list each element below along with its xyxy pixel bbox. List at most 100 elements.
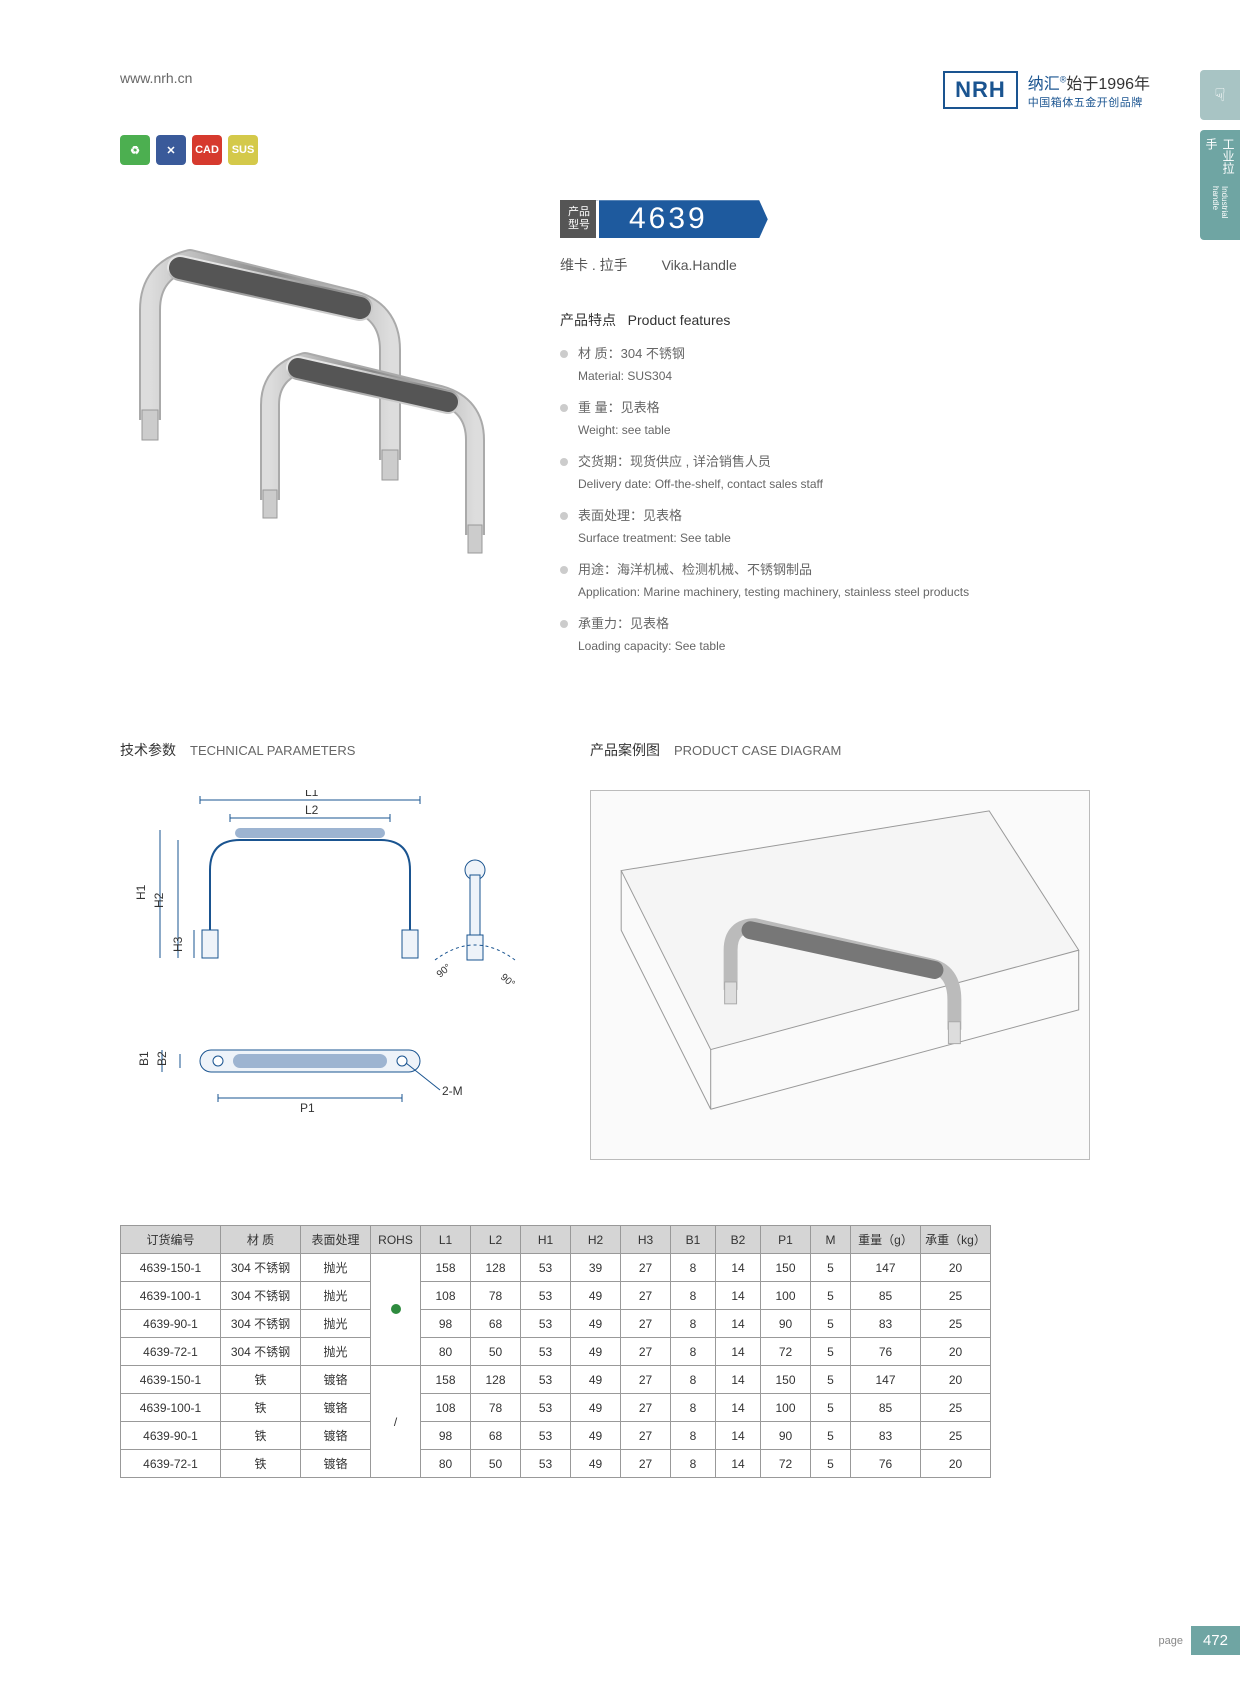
- table-cell: 53: [521, 1282, 571, 1310]
- table-cell: 76: [851, 1450, 921, 1478]
- cert-icon: ✕: [156, 135, 186, 165]
- brand-sub: 中国箱体五金开创品牌: [1028, 94, 1150, 110]
- table-header: H1: [521, 1226, 571, 1254]
- table-cell: 100: [761, 1394, 811, 1422]
- table-cell: 53: [521, 1338, 571, 1366]
- model-block: 产品型号 4639: [560, 200, 768, 238]
- table-cell: 镀铬: [301, 1366, 371, 1394]
- table-cell: 8: [671, 1254, 716, 1282]
- table-cell: 14: [716, 1254, 761, 1282]
- table-cell: 4639-100-1: [121, 1394, 221, 1422]
- table-cell: 20: [921, 1450, 991, 1478]
- table-cell: 78: [471, 1282, 521, 1310]
- table-cell: 27: [621, 1450, 671, 1478]
- feature-text: 承重力：见表格Loading capacity: See table: [578, 614, 725, 656]
- table-cell: 5: [811, 1282, 851, 1310]
- table-row: 4639-90-1304 不锈钢抛光98685349278149058325: [121, 1310, 991, 1338]
- table-header: 重量（g）: [851, 1226, 921, 1254]
- website-url: www.nrh.cn: [120, 70, 192, 86]
- table-header: B1: [671, 1226, 716, 1254]
- table-cell: 铁: [221, 1450, 301, 1478]
- table-header: 承重（kg）: [921, 1226, 991, 1254]
- feature-text: 材 质：304 不锈钢Material: SUS304: [578, 344, 685, 386]
- table-cell: 25: [921, 1422, 991, 1450]
- product-name-en: Vika.Handle: [662, 257, 737, 273]
- table-row: 4639-150-1304 不锈钢抛光158128533927814150514…: [121, 1254, 991, 1282]
- features-title: 产品特点 Product features: [560, 310, 1150, 330]
- table-row: 4639-100-1304 不锈钢抛光108785349278141005852…: [121, 1282, 991, 1310]
- rohs-cell: [371, 1254, 421, 1366]
- bullet-icon: [560, 566, 568, 574]
- svg-text:L1: L1: [305, 790, 319, 799]
- svg-text:H3: H3: [171, 936, 185, 952]
- page-header: www.nrh.cn NRH 纳汇®始于1996年 中国箱体五金开创品牌: [120, 70, 1150, 110]
- side-tab-en: Industrial handle: [1211, 186, 1229, 240]
- table-cell: 镀铬: [301, 1422, 371, 1450]
- table-cell: 5: [811, 1366, 851, 1394]
- features-title-en: Product features: [628, 312, 731, 328]
- page-label: page: [1158, 1635, 1182, 1647]
- bullet-icon: [560, 404, 568, 412]
- table-cell: 53: [521, 1310, 571, 1338]
- table-cell: 5: [811, 1338, 851, 1366]
- table-cell: 14: [716, 1450, 761, 1478]
- table-cell: 铁: [221, 1394, 301, 1422]
- bullet-icon: [560, 512, 568, 520]
- logo-block: NRH 纳汇®始于1996年 中国箱体五金开创品牌: [943, 70, 1150, 110]
- table-header: H2: [571, 1226, 621, 1254]
- table-cell: 14: [716, 1310, 761, 1338]
- table-cell: 抛光: [301, 1282, 371, 1310]
- cert-icon: ♻: [120, 135, 150, 165]
- logo-top-line: 纳汇®始于1996年: [1028, 70, 1150, 94]
- table-row: 4639-150-1铁镀铬/158128534927814150514720: [121, 1366, 991, 1394]
- svg-text:90°: 90°: [435, 962, 454, 980]
- feature-item: 承重力：见表格Loading capacity: See table: [560, 614, 1150, 656]
- cert-icon: SUS: [228, 135, 258, 165]
- svg-text:B2: B2: [155, 1051, 169, 1066]
- feature-item: 交货期：现货供应 , 详洽销售人员Delivery date: Off-the-…: [560, 452, 1150, 494]
- table-cell: 14: [716, 1366, 761, 1394]
- table-cell: 108: [421, 1282, 471, 1310]
- bullet-icon: [560, 458, 568, 466]
- table-cell: 53: [521, 1394, 571, 1422]
- table-cell: 镀铬: [301, 1450, 371, 1478]
- table-cell: 抛光: [301, 1254, 371, 1282]
- table-cell: 100: [761, 1282, 811, 1310]
- feature-item: 表面处理：见表格Surface treatment: See table: [560, 506, 1150, 548]
- table-header: 材 质: [221, 1226, 301, 1254]
- tech-cn: 技术参数: [120, 740, 176, 760]
- table-header: H3: [621, 1226, 671, 1254]
- table-cell: 27: [621, 1282, 671, 1310]
- table-header: M: [811, 1226, 851, 1254]
- table-cell: 150: [761, 1366, 811, 1394]
- brand-cn: 纳汇: [1028, 76, 1060, 93]
- table-cell: 25: [921, 1282, 991, 1310]
- rohs-cell: /: [371, 1366, 421, 1478]
- table-cell: 53: [521, 1450, 571, 1478]
- features-title-cn: 产品特点: [560, 312, 616, 328]
- table-cell: 98: [421, 1310, 471, 1338]
- table-header: 订货编号: [121, 1226, 221, 1254]
- table-cell: 抛光: [301, 1310, 371, 1338]
- table-header: 表面处理: [301, 1226, 371, 1254]
- table-cell: 304 不锈钢: [221, 1254, 301, 1282]
- feature-item: 重 量：见表格Weight: see table: [560, 398, 1150, 440]
- table-cell: 72: [761, 1450, 811, 1478]
- table-cell: 128: [471, 1254, 521, 1282]
- side-tab: 工业拉手 Industrial handle: [1200, 130, 1240, 240]
- table-cell: 4639-90-1: [121, 1310, 221, 1338]
- table-cell: 158: [421, 1366, 471, 1394]
- table-cell: 49: [571, 1394, 621, 1422]
- table-cell: 14: [716, 1282, 761, 1310]
- table-cell: 50: [471, 1338, 521, 1366]
- table-cell: 镀铬: [301, 1394, 371, 1422]
- bullet-icon: [560, 620, 568, 628]
- table-row: 4639-72-1铁镀铬80505349278147257620: [121, 1450, 991, 1478]
- table-cell: 抛光: [301, 1338, 371, 1366]
- table-cell: 8: [671, 1422, 716, 1450]
- table-cell: 147: [851, 1366, 921, 1394]
- table-cell: 108: [421, 1394, 471, 1422]
- model-label: 产品型号: [560, 200, 598, 238]
- table-cell: 76: [851, 1338, 921, 1366]
- svg-text:90°: 90°: [498, 972, 517, 990]
